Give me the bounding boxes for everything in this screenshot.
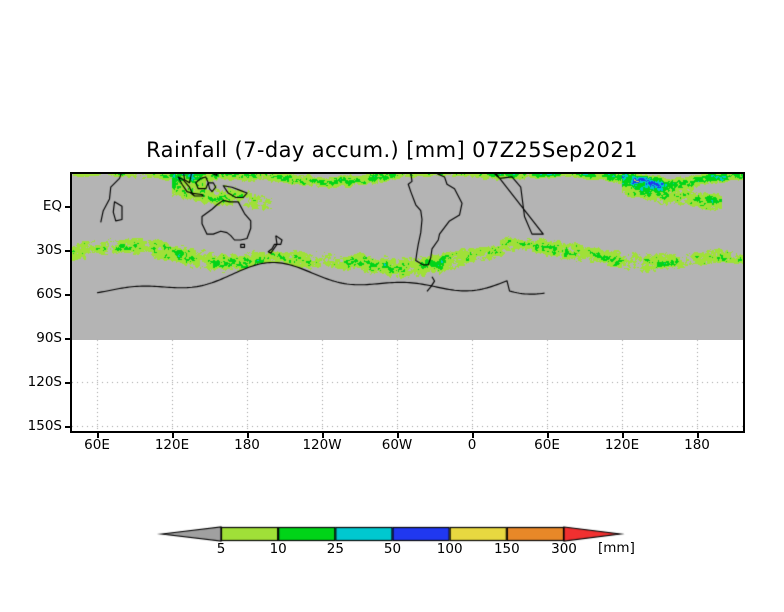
x-axis-tick — [472, 431, 474, 438]
colorbar-tick-5: 5 — [216, 541, 226, 557]
colorbar-tick-50: 50 — [383, 541, 402, 557]
y-axis-label-30s: 30S — [36, 242, 62, 258]
y-axis-tick — [65, 382, 72, 384]
map-plot-area — [70, 172, 745, 433]
x-axis-label-180: 180 — [234, 437, 260, 453]
gridline-layer — [72, 174, 743, 431]
x-axis-tick — [247, 431, 249, 438]
x-axis-tick — [397, 431, 399, 438]
y-axis-label-150s: 150S — [27, 418, 62, 434]
page-title: Rainfall (7-day accum.) [mm] 07Z25Sep202… — [146, 138, 638, 162]
y-axis-tick — [65, 206, 72, 208]
y-axis-tick — [65, 338, 72, 340]
y-axis-label-90s: 90S — [36, 330, 62, 346]
y-axis-label-120s: 120S — [27, 374, 62, 390]
x-axis-label-60e: 60E — [84, 437, 110, 453]
y-axis-tick — [65, 250, 72, 252]
x-axis-tick — [322, 431, 324, 438]
y-axis-tick — [65, 294, 72, 296]
colorbar-tick-150: 150 — [493, 541, 520, 557]
colorbar-tick-300: 300 — [551, 541, 577, 557]
y-axis-tick — [65, 426, 72, 428]
y-axis-label-60s: 60S — [36, 286, 62, 302]
x-axis-label-120e: 120E — [154, 437, 190, 453]
x-axis-label-120w: 120W — [302, 437, 342, 453]
colorbar-unit-label: [mm] — [598, 540, 635, 556]
x-axis-tick — [97, 431, 99, 438]
x-axis-label-180: 180 — [684, 437, 710, 453]
colorbar-tick-10: 10 — [269, 541, 287, 557]
x-axis-tick — [697, 431, 699, 438]
x-axis-label-0: 0 — [467, 437, 477, 453]
x-axis-tick — [622, 431, 624, 438]
y-axis-label-eq: EQ — [42, 198, 62, 214]
x-axis-label-60e: 60E — [534, 437, 560, 453]
x-axis-tick — [547, 431, 549, 438]
x-axis-label-60w: 60W — [381, 437, 413, 453]
colorbar-tick-25: 25 — [326, 541, 344, 557]
x-axis-tick — [172, 431, 174, 438]
x-axis-label-120e: 120E — [604, 437, 640, 453]
colorbar-tick-100: 100 — [436, 541, 463, 557]
